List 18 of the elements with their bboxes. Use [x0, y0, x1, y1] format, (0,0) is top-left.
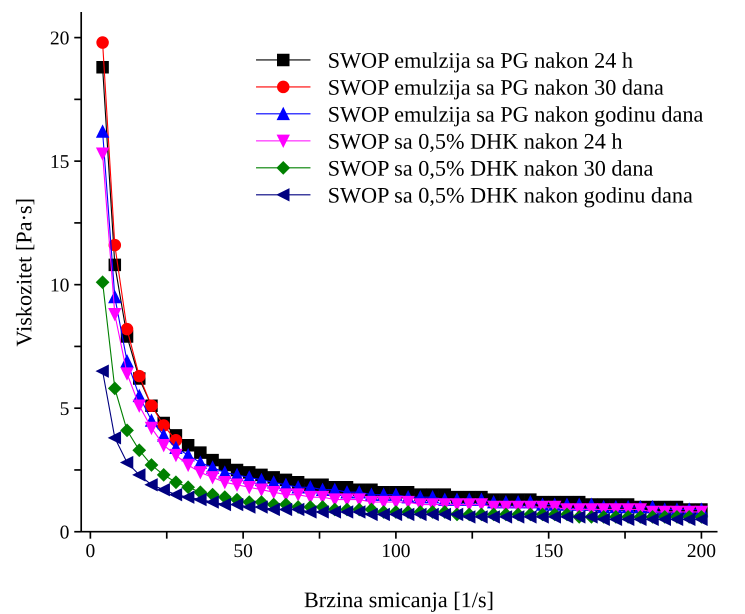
y-tick-label: 20 [50, 31, 69, 45]
legend-label: SWOP sa 0,5% DHK nakon 24 h [329, 133, 622, 152]
y-tick-label: 10 [52, 278, 69, 292]
legend-label: SWOP emulzija sa PG nakon 24 h [329, 52, 633, 72]
x-tick-label: 50 [234, 544, 252, 558]
y-tick-label: 5 [60, 402, 69, 416]
y-tick-label: 0 [60, 526, 69, 539]
x-tick-label: 0 [86, 544, 94, 558]
y-tick-label: 15 [52, 155, 69, 168]
legend-label: SWOP sa 0,5% DHK nakon 30 dana [329, 160, 654, 180]
x-axis-title: Brzina smicanja [1/s] [304, 592, 492, 612]
legend-label: SWOP sa 0,5% DHK nakon godinu dana [329, 187, 693, 208]
x-tick-label: 200 [688, 544, 716, 558]
legend-label: SWOP emulzija sa PG nakon godinu dana [329, 106, 704, 126]
x-tick-label: 100 [383, 544, 410, 558]
y-axis-title: Viskozitet [Pa·s] [16, 200, 34, 346]
x-tick-label: 150 [536, 544, 562, 558]
legend-label: SWOP emulzija sa PG nakon 30 dana [329, 79, 664, 100]
